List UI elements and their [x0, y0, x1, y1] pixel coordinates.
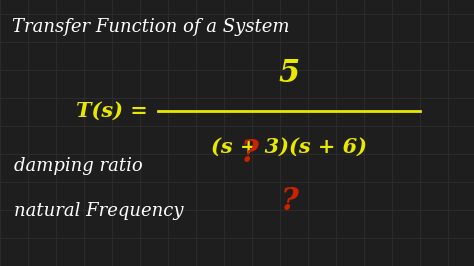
Text: Transfer Function of a System: Transfer Function of a System: [12, 18, 290, 36]
Text: damping ratio: damping ratio: [14, 157, 143, 175]
Text: ?: ?: [241, 139, 259, 169]
Text: T(s) =: T(s) =: [76, 101, 148, 121]
Text: (s + 3)(s + 6): (s + 3)(s + 6): [211, 137, 367, 157]
Text: ?: ?: [281, 185, 299, 217]
Text: 5: 5: [278, 57, 300, 89]
Text: natural Frequency: natural Frequency: [14, 202, 183, 220]
